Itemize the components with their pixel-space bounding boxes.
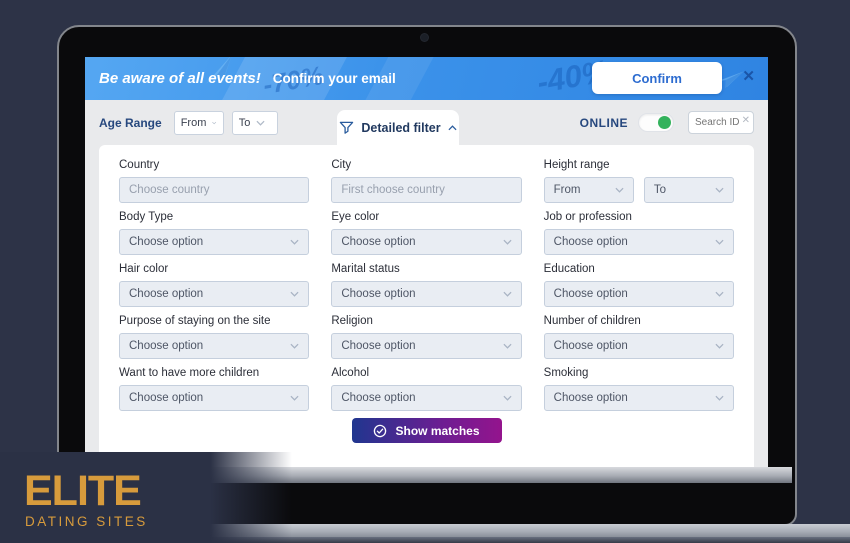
filter-field-purpose: Purpose of staying on the site Choose op…: [119, 315, 310, 359]
banner-headline: Confirm your email: [272, 71, 396, 86]
filter-field-city: City First choose country: [331, 159, 522, 203]
filter-field-religion: Religion Choose option: [331, 315, 522, 359]
field-label: Education: [543, 263, 595, 275]
chevron-down-icon: [290, 343, 299, 349]
paper-plane-icon: [715, 71, 744, 89]
paper-plane-icon: [205, 57, 233, 86]
online-toggle[interactable]: [638, 113, 674, 132]
field-label: Alcohol: [331, 367, 370, 379]
body-type-select[interactable]: Choose option: [119, 229, 310, 255]
search-id-box: ✕: [688, 111, 754, 134]
field-label: Religion: [331, 315, 373, 327]
purpose-select[interactable]: Choose option: [119, 333, 310, 359]
logo-title: ELITE: [24, 467, 142, 515]
field-label: Hair color: [119, 263, 169, 275]
field-label: Smoking: [543, 367, 589, 379]
chevron-down-icon: [715, 239, 724, 245]
close-icon[interactable]: ✕: [742, 68, 755, 85]
filter-field-number-of-children: Number of children Choose option: [543, 315, 734, 359]
city-input[interactable]: First choose country: [331, 177, 522, 203]
detailed-filter-tab[interactable]: Detailed filter: [337, 110, 459, 145]
field-label: Body Type: [119, 211, 174, 223]
online-label: ONLINE: [579, 115, 628, 130]
marital-status-select[interactable]: Choose option: [331, 281, 522, 307]
height-from-select[interactable]: From: [543, 177, 634, 203]
chevron-up-icon: [448, 124, 457, 130]
chevron-down-icon: [290, 395, 299, 401]
education-select[interactable]: Choose option: [543, 281, 734, 307]
detailed-filter-panel: Country Choose country City First choose…: [99, 145, 754, 467]
field-label: Want to have more children: [119, 367, 260, 379]
field-label: City: [331, 159, 352, 171]
chevron-down-icon: [503, 395, 512, 401]
alcohol-select[interactable]: Choose option: [331, 385, 522, 411]
eye-color-select[interactable]: Choose option: [331, 229, 522, 255]
email-confirm-banner: -70% -40% Be aware of all events! Confir…: [85, 57, 768, 100]
check-circle-icon: [374, 424, 387, 437]
chevron-down-icon: [290, 239, 299, 245]
filter-field-alcohol: Alcohol Choose option: [331, 367, 522, 411]
chevron-down-icon: [715, 291, 724, 297]
filter-field-marital-status: Marital status Choose option: [331, 263, 522, 307]
filter-field-height-range: Height range From To: [543, 159, 734, 203]
filter-field-smoking: Smoking Choose option: [543, 367, 734, 411]
field-label: Eye color: [331, 211, 380, 223]
age-range-label: Age Range: [99, 115, 162, 130]
quick-filter-bar: Age Range From To ONLINE ✕: [85, 100, 768, 145]
filter-field-education: Education Choose option: [543, 263, 734, 307]
age-from-select[interactable]: From: [173, 110, 224, 135]
filter-field-more-children: Want to have more children Choose option: [119, 367, 310, 411]
field-label: Number of children: [543, 315, 641, 327]
show-matches-label: Show matches: [395, 423, 480, 438]
filter-field-hair-color: Hair color Choose option: [119, 263, 310, 307]
webcam-icon: [421, 34, 428, 41]
filter-field-country: Country Choose country: [119, 159, 310, 203]
confirm-button[interactable]: Confirm: [592, 62, 722, 94]
hair-color-select[interactable]: Choose option: [119, 281, 310, 307]
chevron-down-icon: [256, 120, 265, 126]
filter-grid: Country Choose country City First choose…: [119, 159, 734, 411]
chevron-down-icon: [290, 291, 299, 297]
filter-field-job: Job or profession Choose option: [543, 211, 734, 255]
more-children-select[interactable]: Choose option: [119, 385, 310, 411]
children-select[interactable]: Choose option: [543, 333, 734, 359]
field-label: Height range: [543, 159, 610, 171]
smoking-select[interactable]: Choose option: [543, 385, 734, 411]
search-id-input[interactable]: [688, 111, 754, 134]
chevron-down-icon: [503, 239, 512, 245]
chevron-down-icon: [615, 187, 624, 193]
chevron-down-icon: [715, 187, 724, 193]
chevron-down-icon: [503, 291, 512, 297]
show-matches-button[interactable]: Show matches: [351, 418, 502, 443]
chevron-down-icon: [715, 395, 724, 401]
clear-icon[interactable]: ✕: [741, 115, 750, 126]
toggle-knob: [658, 116, 671, 129]
age-to-select[interactable]: To: [231, 110, 278, 135]
filter-field-eye-color: Eye color Choose option: [331, 211, 522, 255]
laptop-base-edge: [98, 537, 850, 543]
height-to-select[interactable]: To: [643, 177, 734, 203]
religion-select[interactable]: Choose option: [331, 333, 522, 359]
field-label: Marital status: [331, 263, 400, 275]
detailed-filter-label: Detailed filter: [361, 120, 441, 135]
logo-subtitle: DATING SITES: [25, 514, 148, 529]
field-label: Job or profession: [543, 211, 632, 223]
funnel-filter-icon: [340, 121, 354, 134]
chevron-down-icon: [503, 343, 512, 349]
banner-headline-bold: Be aware of all events!: [99, 70, 261, 87]
job-select[interactable]: Choose option: [543, 229, 734, 255]
watermark-logo: ELITE DATING SITES: [0, 452, 292, 543]
chevron-down-icon: [212, 121, 217, 124]
laptop-screen: -70% -40% Be aware of all events! Confir…: [85, 57, 768, 467]
chevron-down-icon: [715, 343, 724, 349]
field-label: Purpose of staying on the site: [119, 315, 271, 327]
country-input[interactable]: Choose country: [119, 177, 310, 203]
field-label: Country: [119, 159, 160, 171]
filter-field-body-type: Body Type Choose option: [119, 211, 310, 255]
